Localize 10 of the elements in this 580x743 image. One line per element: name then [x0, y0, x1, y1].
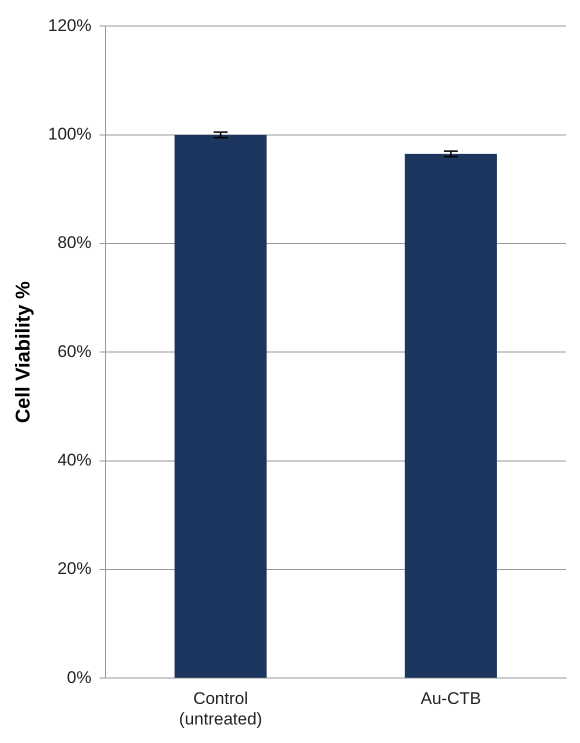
y-tick-label: 120% — [48, 16, 92, 35]
y-tick-label: 60% — [57, 342, 92, 361]
y-tick-label: 20% — [57, 559, 92, 578]
y-tick-label: 80% — [57, 233, 92, 252]
x-tick-label: Control (untreated) — [179, 689, 262, 728]
y-axis-title: Cell Viability % — [12, 281, 35, 424]
x-tick-label: Au-CTB — [420, 689, 482, 708]
y-tick-label: 100% — [48, 124, 92, 144]
y-tick-label: 40% — [57, 450, 92, 470]
y-tick-label: 0% — [66, 668, 92, 687]
